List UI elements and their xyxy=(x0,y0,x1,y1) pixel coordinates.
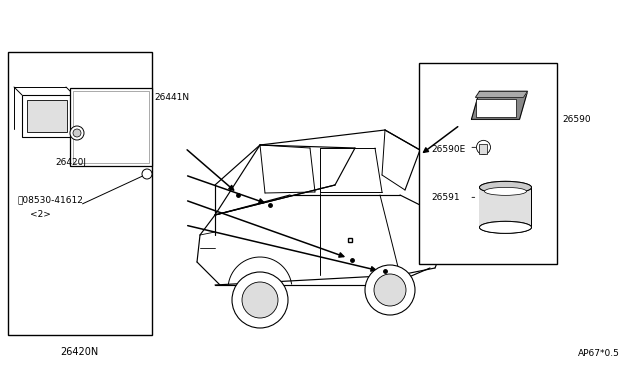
FancyBboxPatch shape xyxy=(479,187,531,227)
Ellipse shape xyxy=(484,187,527,195)
Bar xyxy=(73,91,149,163)
Polygon shape xyxy=(472,92,527,119)
Bar xyxy=(27,100,67,132)
Bar xyxy=(477,99,516,117)
Text: Ⓝ08530-41612: Ⓝ08530-41612 xyxy=(18,195,84,204)
Circle shape xyxy=(232,272,288,328)
Circle shape xyxy=(374,274,406,306)
Bar xyxy=(8,52,152,335)
Text: 26420N: 26420N xyxy=(61,347,99,357)
Circle shape xyxy=(73,129,81,137)
Text: 26591: 26591 xyxy=(431,193,460,202)
Circle shape xyxy=(477,140,490,154)
Polygon shape xyxy=(476,92,527,97)
Text: AP67*0.5: AP67*0.5 xyxy=(578,349,620,358)
Circle shape xyxy=(142,169,152,179)
Ellipse shape xyxy=(479,181,531,193)
Circle shape xyxy=(242,282,278,318)
Ellipse shape xyxy=(479,221,531,233)
Text: 26590E: 26590E xyxy=(431,145,465,154)
Ellipse shape xyxy=(479,181,531,193)
Text: 26420J: 26420J xyxy=(55,158,86,167)
Ellipse shape xyxy=(479,221,531,233)
Text: 26441N: 26441N xyxy=(154,93,189,102)
Bar xyxy=(22,95,74,137)
Text: <2>: <2> xyxy=(30,210,51,219)
Text: 26590: 26590 xyxy=(563,115,591,124)
Bar xyxy=(419,63,557,264)
Circle shape xyxy=(365,265,415,315)
Bar xyxy=(70,88,152,166)
Circle shape xyxy=(70,126,84,140)
Bar xyxy=(479,144,488,154)
